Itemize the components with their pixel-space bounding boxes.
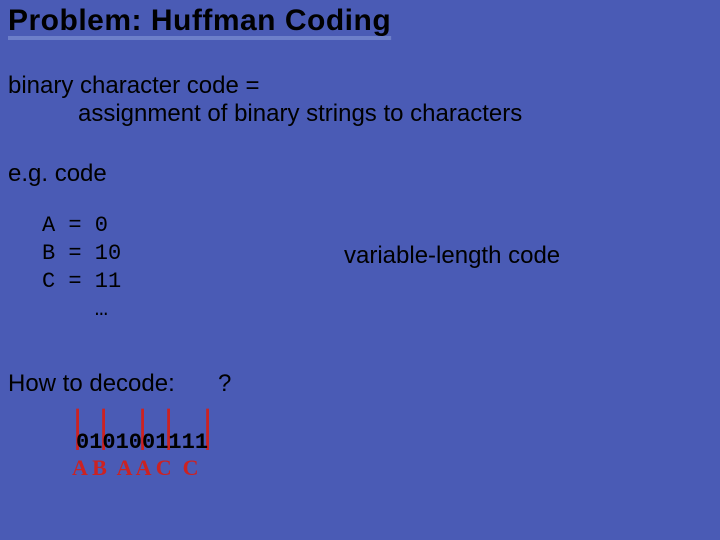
code-line-c: C = 11 — [42, 269, 121, 294]
code-line-b: B = 10 — [42, 241, 121, 266]
definition-line-1: binary character code = — [8, 72, 259, 100]
variable-length-label: variable-length code — [344, 242, 560, 270]
how-to-decode-label: How to decode: — [8, 370, 175, 398]
slide-title: Problem: Huffman Coding — [8, 4, 391, 38]
decoded-letters: A B A A C C — [72, 455, 199, 481]
code-line-ellipsis: … — [42, 297, 108, 322]
encoded-digits: 0101001111 — [76, 430, 208, 455]
definition-line-2: assignment of binary strings to characte… — [78, 100, 522, 128]
question-mark: ? — [218, 370, 231, 398]
code-assignments: A = 0 B = 10 C = 11 … — [42, 212, 121, 324]
example-label: e.g. code — [8, 160, 107, 188]
code-line-a: A = 0 — [42, 213, 108, 238]
